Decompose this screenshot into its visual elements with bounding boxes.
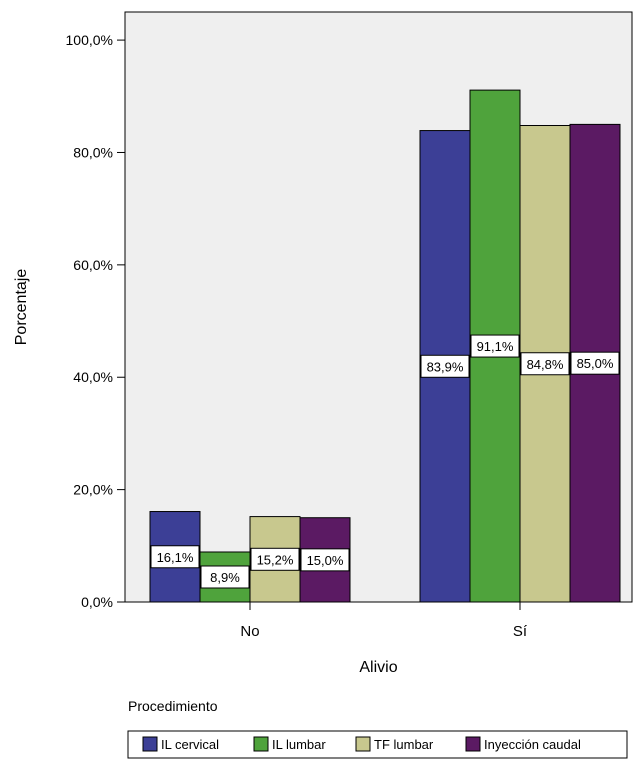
legend-label: IL lumbar	[272, 737, 326, 752]
legend: Procedimiento IL cervical IL lumbar TF lum…	[127, 698, 628, 759]
legend-label: TF lumbar	[374, 737, 434, 752]
data-label-box	[150, 545, 200, 569]
x-axis: No Sí	[240, 602, 528, 640]
y-axis-title: Porcentaje	[13, 269, 30, 346]
data-label: 8,9%	[210, 570, 240, 585]
legend-box	[127, 730, 628, 759]
legend-label: IL cervical	[161, 737, 219, 752]
data-label: 83,9%	[427, 359, 464, 374]
data-label: 91,1%	[477, 339, 514, 354]
data-label: 84,8%	[527, 357, 564, 372]
legend-label: Inyección caudal	[484, 737, 581, 752]
y-tick-label: 0,0%	[81, 594, 113, 610]
x-tick-label: No	[240, 623, 259, 640]
legend-swatch	[355, 736, 371, 752]
data-label: 85,0%	[577, 356, 614, 371]
data-label-box	[420, 354, 470, 378]
y-tick-label: 60,0%	[73, 257, 113, 273]
data-label-box	[200, 565, 250, 589]
y-tick-label: 100,0%	[66, 32, 113, 48]
y-tick-label: 80,0%	[73, 144, 113, 160]
legend-swatch	[142, 736, 158, 752]
y-axis: 0,0% 20,0% 40,0% 60,0% 80,0% 100,0%	[66, 32, 125, 610]
x-tick-label: Sí	[513, 623, 528, 640]
legend-swatch	[465, 736, 481, 752]
data-label: 16,1%	[157, 550, 194, 565]
data-label: 15,2%	[257, 552, 294, 567]
y-tick-label: 20,0%	[73, 482, 113, 498]
data-label-box	[570, 351, 620, 375]
data-label-box	[300, 548, 350, 572]
legend-swatch	[253, 736, 269, 752]
data-label-box	[520, 352, 570, 376]
x-axis-title: Alivio	[359, 659, 397, 676]
data-label: 15,0%	[307, 553, 344, 568]
y-tick-label: 40,0%	[73, 369, 113, 385]
data-label-box	[250, 547, 300, 571]
data-labels: 16,1% 8,9% 15,2% 15,0% 83,9% 91,1% 84,8% 85,0%	[150, 334, 620, 589]
data-label-box	[470, 334, 520, 358]
legend-title: Procedimiento	[128, 698, 218, 714]
